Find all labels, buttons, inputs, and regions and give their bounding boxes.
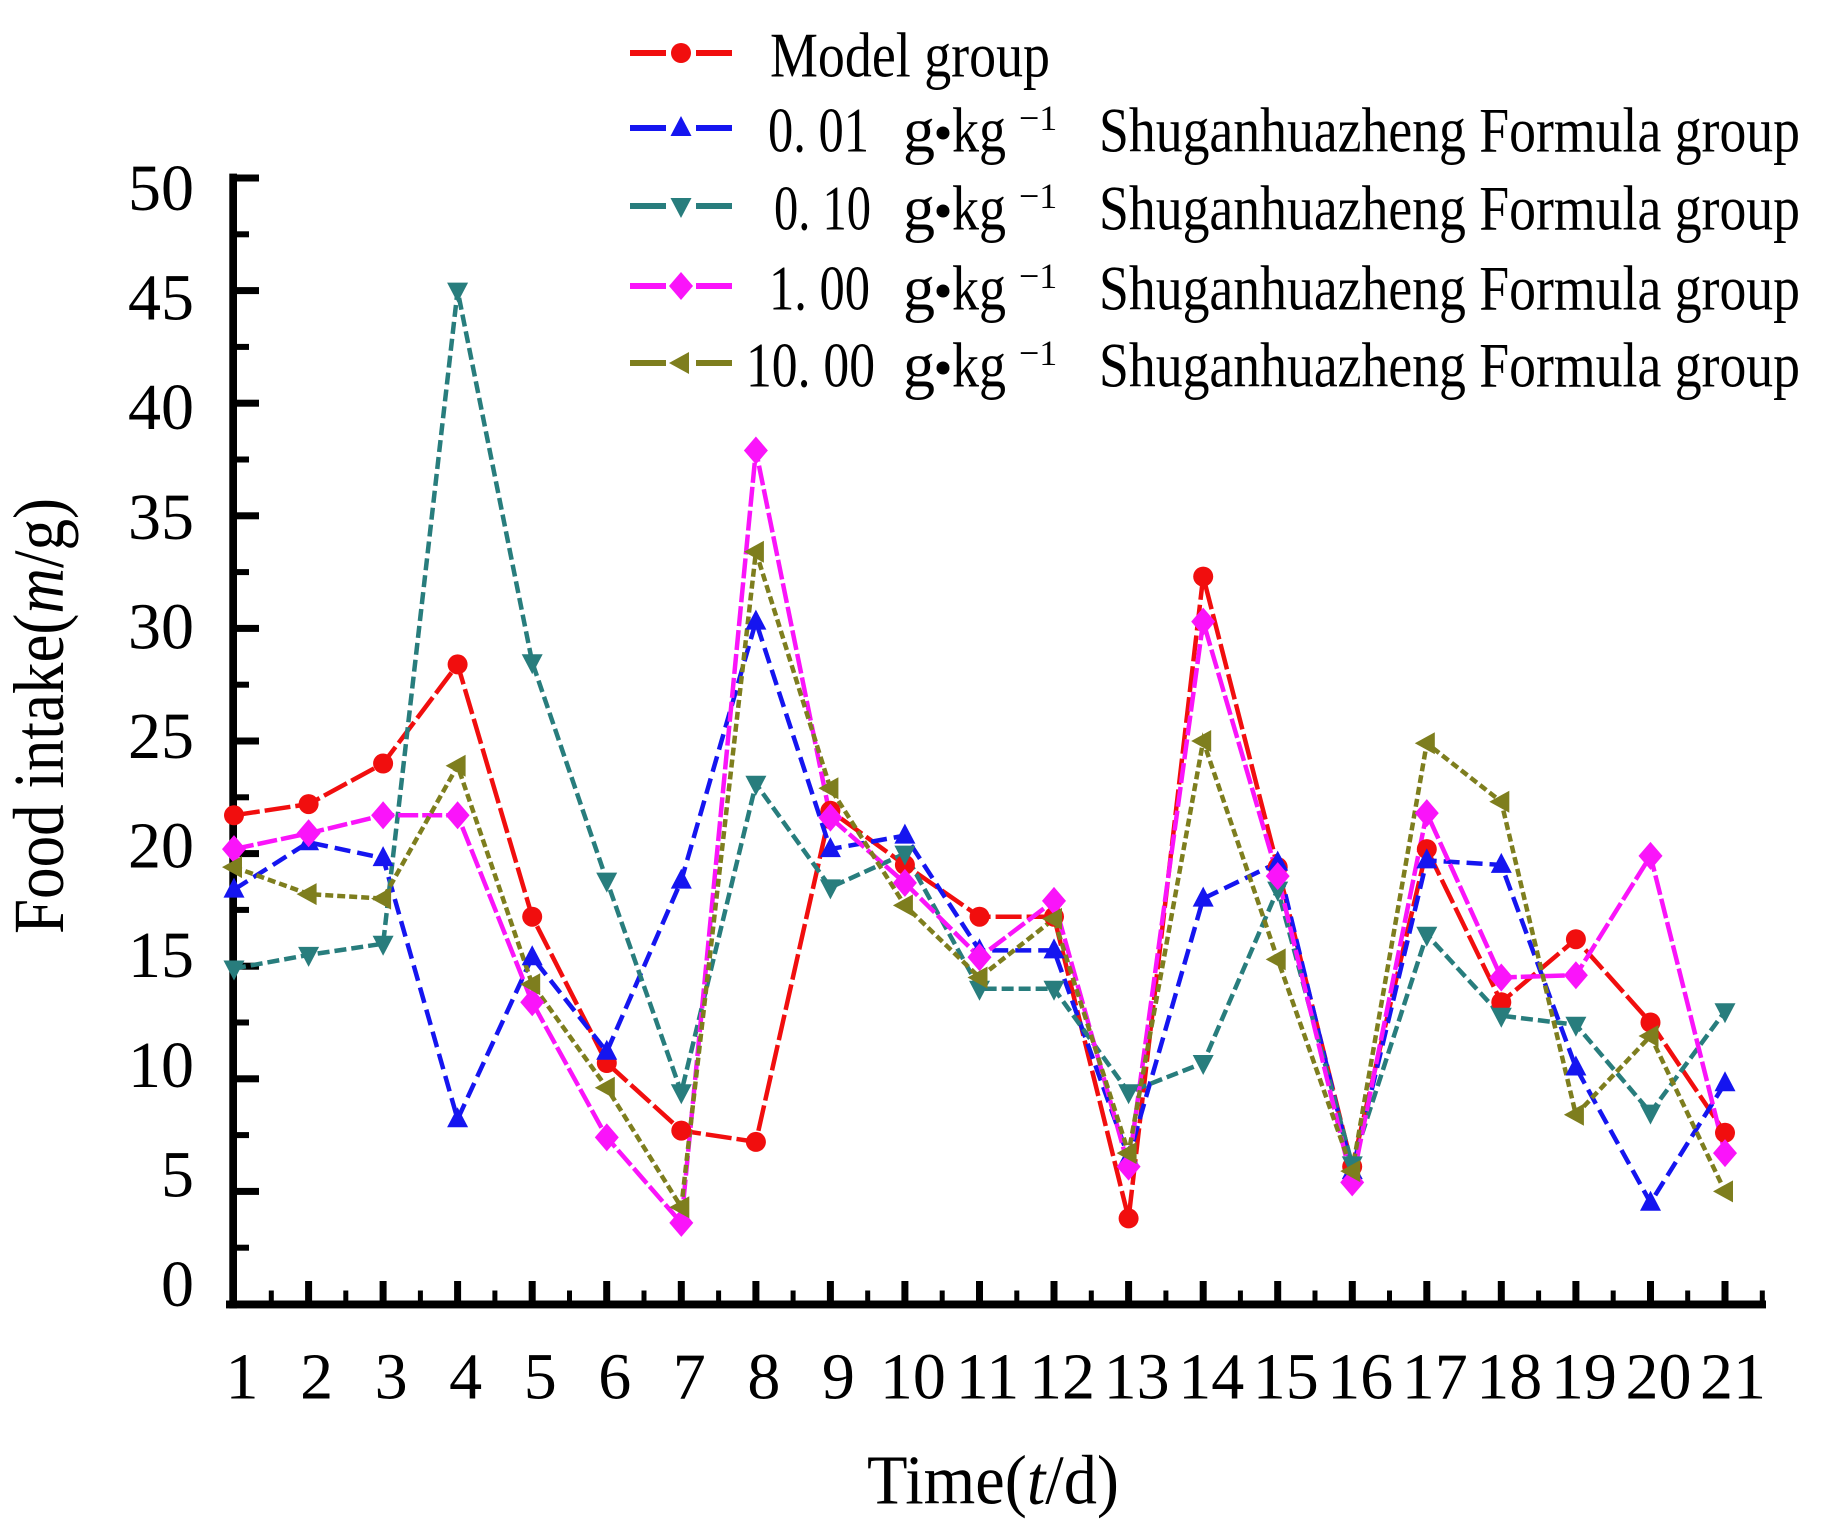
svg-text:0: 0 bbox=[161, 1248, 194, 1321]
svg-text:g: g bbox=[903, 330, 935, 401]
svg-text:20: 20 bbox=[128, 810, 194, 883]
svg-text:8: 8 bbox=[747, 1341, 780, 1414]
svg-text:10: 10 bbox=[880, 1341, 946, 1414]
svg-text:Time(t/d): Time(t/d) bbox=[867, 1443, 1119, 1520]
svg-text:35: 35 bbox=[128, 481, 194, 554]
svg-text:18: 18 bbox=[1476, 1341, 1542, 1414]
svg-text:17: 17 bbox=[1402, 1341, 1468, 1414]
svg-text:25: 25 bbox=[128, 700, 194, 773]
svg-text:3: 3 bbox=[375, 1341, 408, 1414]
svg-text:Shuganhuazheng Formula group: Shuganhuazheng Formula group bbox=[1099, 253, 1800, 324]
svg-text:−1: −1 bbox=[1019, 333, 1057, 373]
svg-text:12: 12 bbox=[1029, 1341, 1095, 1414]
svg-text:Shuganhuazheng Formula group: Shuganhuazheng Formula group bbox=[1099, 173, 1800, 244]
svg-text:Shuganhuazheng Formula group: Shuganhuazheng Formula group bbox=[1099, 95, 1800, 166]
svg-text:−1: −1 bbox=[1019, 176, 1057, 216]
svg-text:15: 15 bbox=[1253, 1341, 1319, 1414]
svg-text:14: 14 bbox=[1178, 1341, 1244, 1414]
svg-text:50: 50 bbox=[128, 152, 194, 225]
svg-text:Model group: Model group bbox=[770, 20, 1050, 91]
svg-text:g: g bbox=[903, 253, 935, 324]
svg-text:g: g bbox=[903, 173, 935, 244]
svg-text:13: 13 bbox=[1104, 1341, 1170, 1414]
svg-text:11: 11 bbox=[956, 1341, 1020, 1414]
svg-text:−1: −1 bbox=[1019, 98, 1057, 138]
svg-text:kg: kg bbox=[952, 173, 1006, 244]
svg-text:5: 5 bbox=[524, 1341, 557, 1414]
svg-text:10. 00: 10. 00 bbox=[746, 330, 875, 401]
svg-text:0. 10: 0. 10 bbox=[774, 173, 871, 244]
svg-text:6: 6 bbox=[598, 1341, 631, 1414]
svg-text:g: g bbox=[903, 95, 935, 166]
svg-text:16: 16 bbox=[1327, 1341, 1393, 1414]
svg-text:Shuganhuazheng Formula group: Shuganhuazheng Formula group bbox=[1099, 330, 1800, 401]
svg-text:5: 5 bbox=[161, 1138, 194, 1211]
svg-text:0. 01: 0. 01 bbox=[768, 95, 869, 166]
svg-text:1. 00: 1. 00 bbox=[769, 253, 870, 324]
svg-text:kg: kg bbox=[952, 330, 1006, 401]
svg-text:2: 2 bbox=[300, 1341, 333, 1414]
svg-text:4: 4 bbox=[449, 1341, 482, 1414]
svg-text:30: 30 bbox=[128, 590, 194, 663]
svg-text:1: 1 bbox=[226, 1341, 259, 1414]
svg-text:9: 9 bbox=[822, 1341, 855, 1414]
svg-text:21: 21 bbox=[1700, 1341, 1766, 1414]
svg-text:10: 10 bbox=[128, 1029, 194, 1102]
svg-text:15: 15 bbox=[128, 919, 194, 992]
svg-text:7: 7 bbox=[673, 1341, 706, 1414]
svg-text:kg: kg bbox=[952, 253, 1006, 324]
svg-text:20: 20 bbox=[1626, 1341, 1692, 1414]
svg-text:kg: kg bbox=[952, 95, 1006, 166]
svg-text:Food intake(m/g): Food intake(m/g) bbox=[0, 498, 79, 934]
svg-text:19: 19 bbox=[1551, 1341, 1617, 1414]
svg-text:45: 45 bbox=[128, 262, 194, 335]
svg-text:−1: −1 bbox=[1019, 256, 1057, 296]
svg-text:40: 40 bbox=[128, 371, 194, 444]
